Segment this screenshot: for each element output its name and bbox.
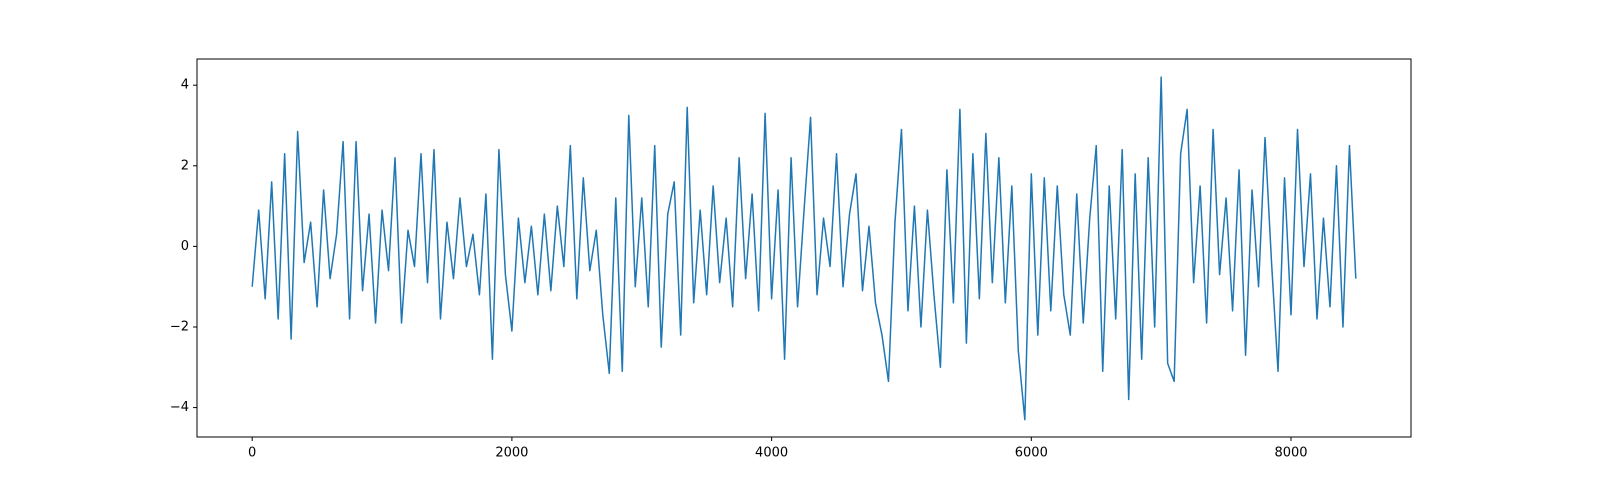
x-tick-label: 4000 [755, 446, 788, 461]
y-tick-label: −4 [170, 400, 189, 415]
x-tick-label: 0 [248, 446, 256, 461]
x-tick-label: 6000 [1015, 446, 1048, 461]
data-line [251, 76, 1357, 421]
y-tick-label: 2 [181, 158, 189, 173]
axes-frame [196, 58, 1412, 438]
y-tick-label: −2 [170, 319, 189, 334]
y-tick-label: 4 [181, 78, 189, 93]
y-tick-label: 0 [181, 239, 189, 254]
x-tick-label: 2000 [495, 446, 528, 461]
x-tick-label: 8000 [1274, 446, 1307, 461]
